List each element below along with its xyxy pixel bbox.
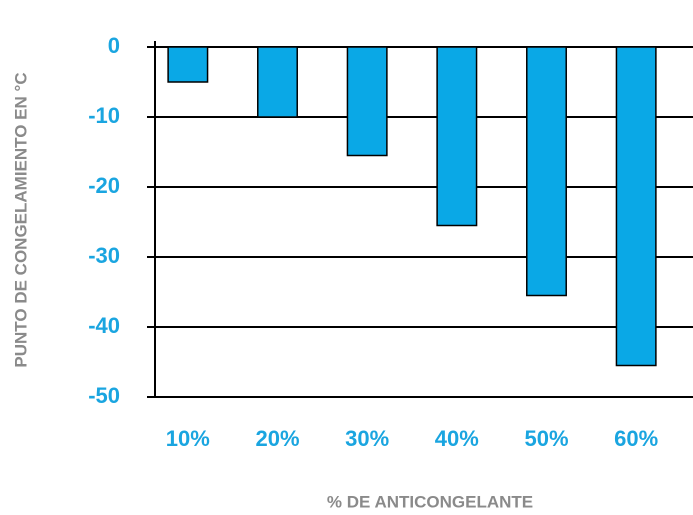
y-tick-label: -10: [88, 103, 120, 128]
y-tick-label: -40: [88, 313, 120, 338]
x-tick-label: 40%: [435, 426, 479, 451]
x-tick-label: 20%: [255, 426, 299, 451]
y-tick-label: -50: [88, 383, 120, 408]
x-axis-label: % DE ANTICONGELANTE: [327, 492, 533, 511]
bar: [436, 46, 478, 227]
bar: [615, 46, 657, 367]
x-tick-label: 30%: [345, 426, 389, 451]
y-axis-label: PUNTO DE CONGELAMIENTO EN °C: [11, 72, 30, 367]
bar: [167, 46, 209, 83]
x-tick-label: 10%: [166, 426, 210, 451]
bar: [526, 46, 567, 297]
bar: [257, 46, 298, 118]
y-tick-label: -20: [88, 173, 120, 198]
x-tick-label: 50%: [524, 426, 568, 451]
bar: [346, 46, 388, 157]
y-tick-label: -30: [88, 243, 120, 268]
y-tick-label: 0: [108, 33, 120, 58]
x-tick-label: 60%: [614, 426, 658, 451]
